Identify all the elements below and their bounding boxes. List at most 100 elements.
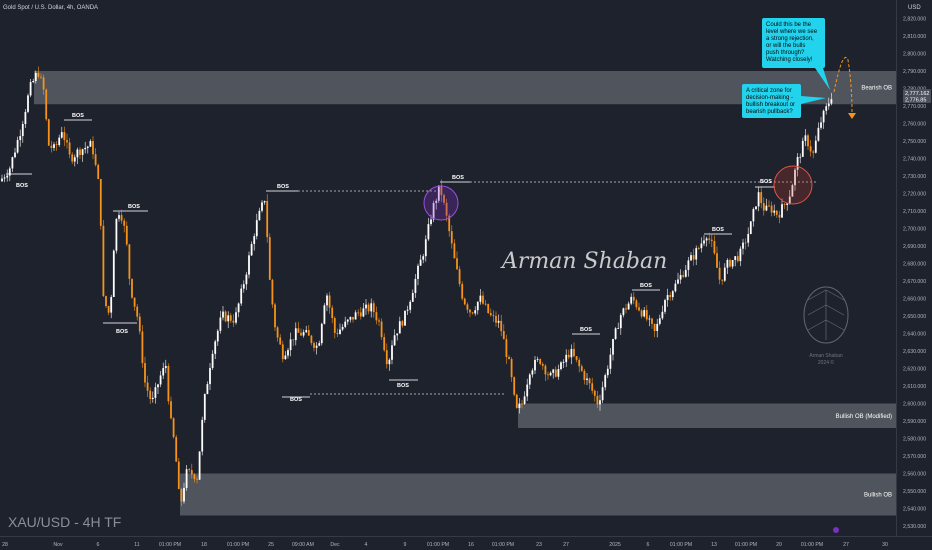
candle-up [648,318,651,320]
candle-up [112,250,115,297]
candle-down [359,312,362,317]
candle-up [549,372,552,376]
candle-down [63,132,66,141]
order-block-zone [518,403,896,428]
candle-down [508,356,510,360]
candle-down [55,144,58,146]
candle-up [219,317,222,331]
candle-down [575,356,578,360]
candle-down [463,298,466,305]
time-axis-ticks: 28 Nov 6 11 01:00 PM 18 01:00 PM 25 09:00 AM Dec 4… [2,542,888,548]
candle-down [544,365,547,375]
candle-up [773,210,776,213]
candle-up [791,185,794,197]
candle-up [435,200,438,203]
candle-up [19,136,22,141]
candle-up [315,345,318,348]
bos-label: BOS [277,184,289,190]
candle-up [263,200,266,203]
candle-up [248,255,250,275]
price-tick-label: 2,650.000 [903,314,926,320]
time-tick-label: 4 [365,542,368,548]
candle-down [310,335,313,344]
candle-down [133,297,136,307]
candle-up [323,305,326,324]
candle-down [567,354,570,358]
projection-arrow-down [848,113,856,119]
candle-up [240,288,243,304]
callout-mid-box [742,84,801,118]
candle-up [320,323,323,344]
candle-up [534,359,536,371]
candle-up [14,152,16,158]
bos-label: BOS [72,113,84,119]
candle-down [297,328,300,333]
price-tick-label: 2,770.000 [903,104,926,110]
candle-up [552,369,555,373]
candle-up [60,132,63,138]
price-axis-panel[interactable] [897,0,932,550]
candle-down [102,225,105,297]
price-tick-label: 2,560.000 [903,472,926,478]
candle-down [136,306,139,317]
candle-down [375,312,378,321]
candle-up [523,396,526,404]
candle-down [383,337,386,351]
candle-up [474,310,477,314]
price-tick-label: 2,580.000 [903,437,926,443]
candle-down [367,304,370,312]
time-tick-label: 01:00 PM [159,542,181,548]
candle-down [547,374,549,376]
price-tick-label: 2,610.000 [903,384,926,390]
candle-down [760,192,763,204]
candle-up [404,310,406,326]
candle-up [326,295,328,306]
zone-label: Bullish OB (Modified) [836,414,892,420]
candle-up [237,303,240,313]
candle-down [809,146,812,152]
candle-down [105,296,107,307]
candle-down [484,303,487,305]
candle-up [341,326,344,330]
candle-up [354,312,357,320]
candle-down [71,154,74,162]
callout-mid[interactable]: A critical zone for decision-making - bu… [742,84,826,118]
candle-up [679,275,682,280]
marker-dot [833,527,839,533]
candle-down [144,363,146,383]
candle-down [736,256,739,262]
candle-up [86,146,89,148]
candle-up [690,255,692,261]
candle-down [692,255,695,260]
candle-up [27,95,29,112]
candle-up [89,141,92,147]
candle-down [401,321,404,326]
price-tick-label: 2,680.000 [903,262,926,268]
candle-up [302,332,305,336]
candle-up [560,362,562,370]
price-tick-label: 2,640.000 [903,332,926,338]
candle-up [614,328,617,340]
candle-up [742,242,744,249]
candle-down [107,306,110,313]
candle-up [684,269,687,277]
candle-up [804,135,807,141]
candle-down [300,332,302,336]
candle-up [6,175,9,178]
time-tick-label: 01:00 PM [735,542,757,548]
candle-up [214,341,217,354]
candle-up [617,328,620,329]
candle-down [378,320,380,322]
candle-down [352,316,354,320]
symbol-title: Gold Spot / U.S. Dollar, 4h, OANDA [3,5,98,11]
candle-up [586,378,588,380]
candle-down [697,248,700,249]
callout-top[interactable]: Could this be the level where we see a s… [762,18,830,90]
candle-down [456,258,458,270]
candle-down [515,394,518,408]
candle-down [123,220,126,226]
candle-down [635,300,638,308]
candle-up [154,387,157,398]
